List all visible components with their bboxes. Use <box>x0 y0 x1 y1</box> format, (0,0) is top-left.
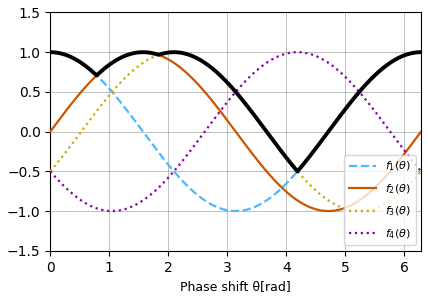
$f_1(\theta)$ <box>419 50 424 54</box>
$f_3(\theta)$ <box>303 178 308 182</box>
$f_2(\theta)$ <box>140 50 146 54</box>
$f_2(\theta)$ <box>338 208 343 211</box>
X-axis label: Phase shift θ[rad]: Phase shift θ[rad] <box>180 280 291 293</box>
$f_4(\theta)$ <box>211 118 217 121</box>
$f_2(\theta)$ <box>86 82 91 86</box>
$f_1(\theta)$ <box>337 115 342 118</box>
Line: $f_4(\theta)$: $f_4(\theta)$ <box>51 52 421 211</box>
$f_3(\theta)$ <box>419 169 424 173</box>
$f_1(\theta)$ <box>303 160 308 164</box>
$f_3(\theta)$ <box>86 121 91 124</box>
$f_3(\theta)$ <box>48 169 53 173</box>
$f_4(\theta)$ <box>295 50 300 54</box>
$f_1(\theta)$ <box>211 204 216 207</box>
$f_4(\theta)$ <box>86 203 91 206</box>
$f_4(\theta)$ <box>198 135 203 139</box>
$f_3(\theta)$ <box>211 68 217 72</box>
$f_2(\theta)$ <box>326 209 331 213</box>
$f_2(\theta)$ <box>211 101 217 105</box>
$f_4(\theta)$ <box>303 51 308 55</box>
Line: $f_2(\theta)$: $f_2(\theta)$ <box>51 52 421 211</box>
$f_4(\theta)$ <box>419 169 424 173</box>
Line: $f_3(\theta)$: $f_3(\theta)$ <box>51 52 421 211</box>
Line: $f_1(\theta)$: $f_1(\theta)$ <box>51 52 421 211</box>
$f_3(\theta)$ <box>337 205 342 208</box>
$f_3(\theta)$ <box>357 209 362 213</box>
$f_2(\theta)$ <box>198 85 203 89</box>
$f_4(\theta)$ <box>344 76 349 80</box>
$f_4(\theta)$ <box>338 70 343 74</box>
$f_2(\theta)$ <box>419 130 424 134</box>
$f_3(\theta)$ <box>171 50 176 54</box>
$f_2(\theta)$ <box>344 206 349 209</box>
Legend: $f_1(\theta)$, $f_2(\theta)$, $f_3(\theta)$, $f_4(\theta)$: $f_1(\theta)$, $f_2(\theta)$, $f_3(\thet… <box>344 155 416 245</box>
$f_2(\theta)$ <box>303 203 308 207</box>
$f_1(\theta)$ <box>198 195 203 199</box>
$f_1(\theta)$ <box>48 50 53 54</box>
$f_1(\theta)$ <box>86 66 91 70</box>
$f_2(\theta)$ <box>48 130 53 134</box>
$f_4(\theta)$ <box>48 169 53 173</box>
$f_3(\theta)$ <box>198 58 203 62</box>
$f_4(\theta)$ <box>110 209 115 213</box>
$f_1(\theta)$ <box>233 209 238 213</box>
$f_3(\theta)$ <box>344 207 349 211</box>
$f_1(\theta)$ <box>344 106 349 110</box>
